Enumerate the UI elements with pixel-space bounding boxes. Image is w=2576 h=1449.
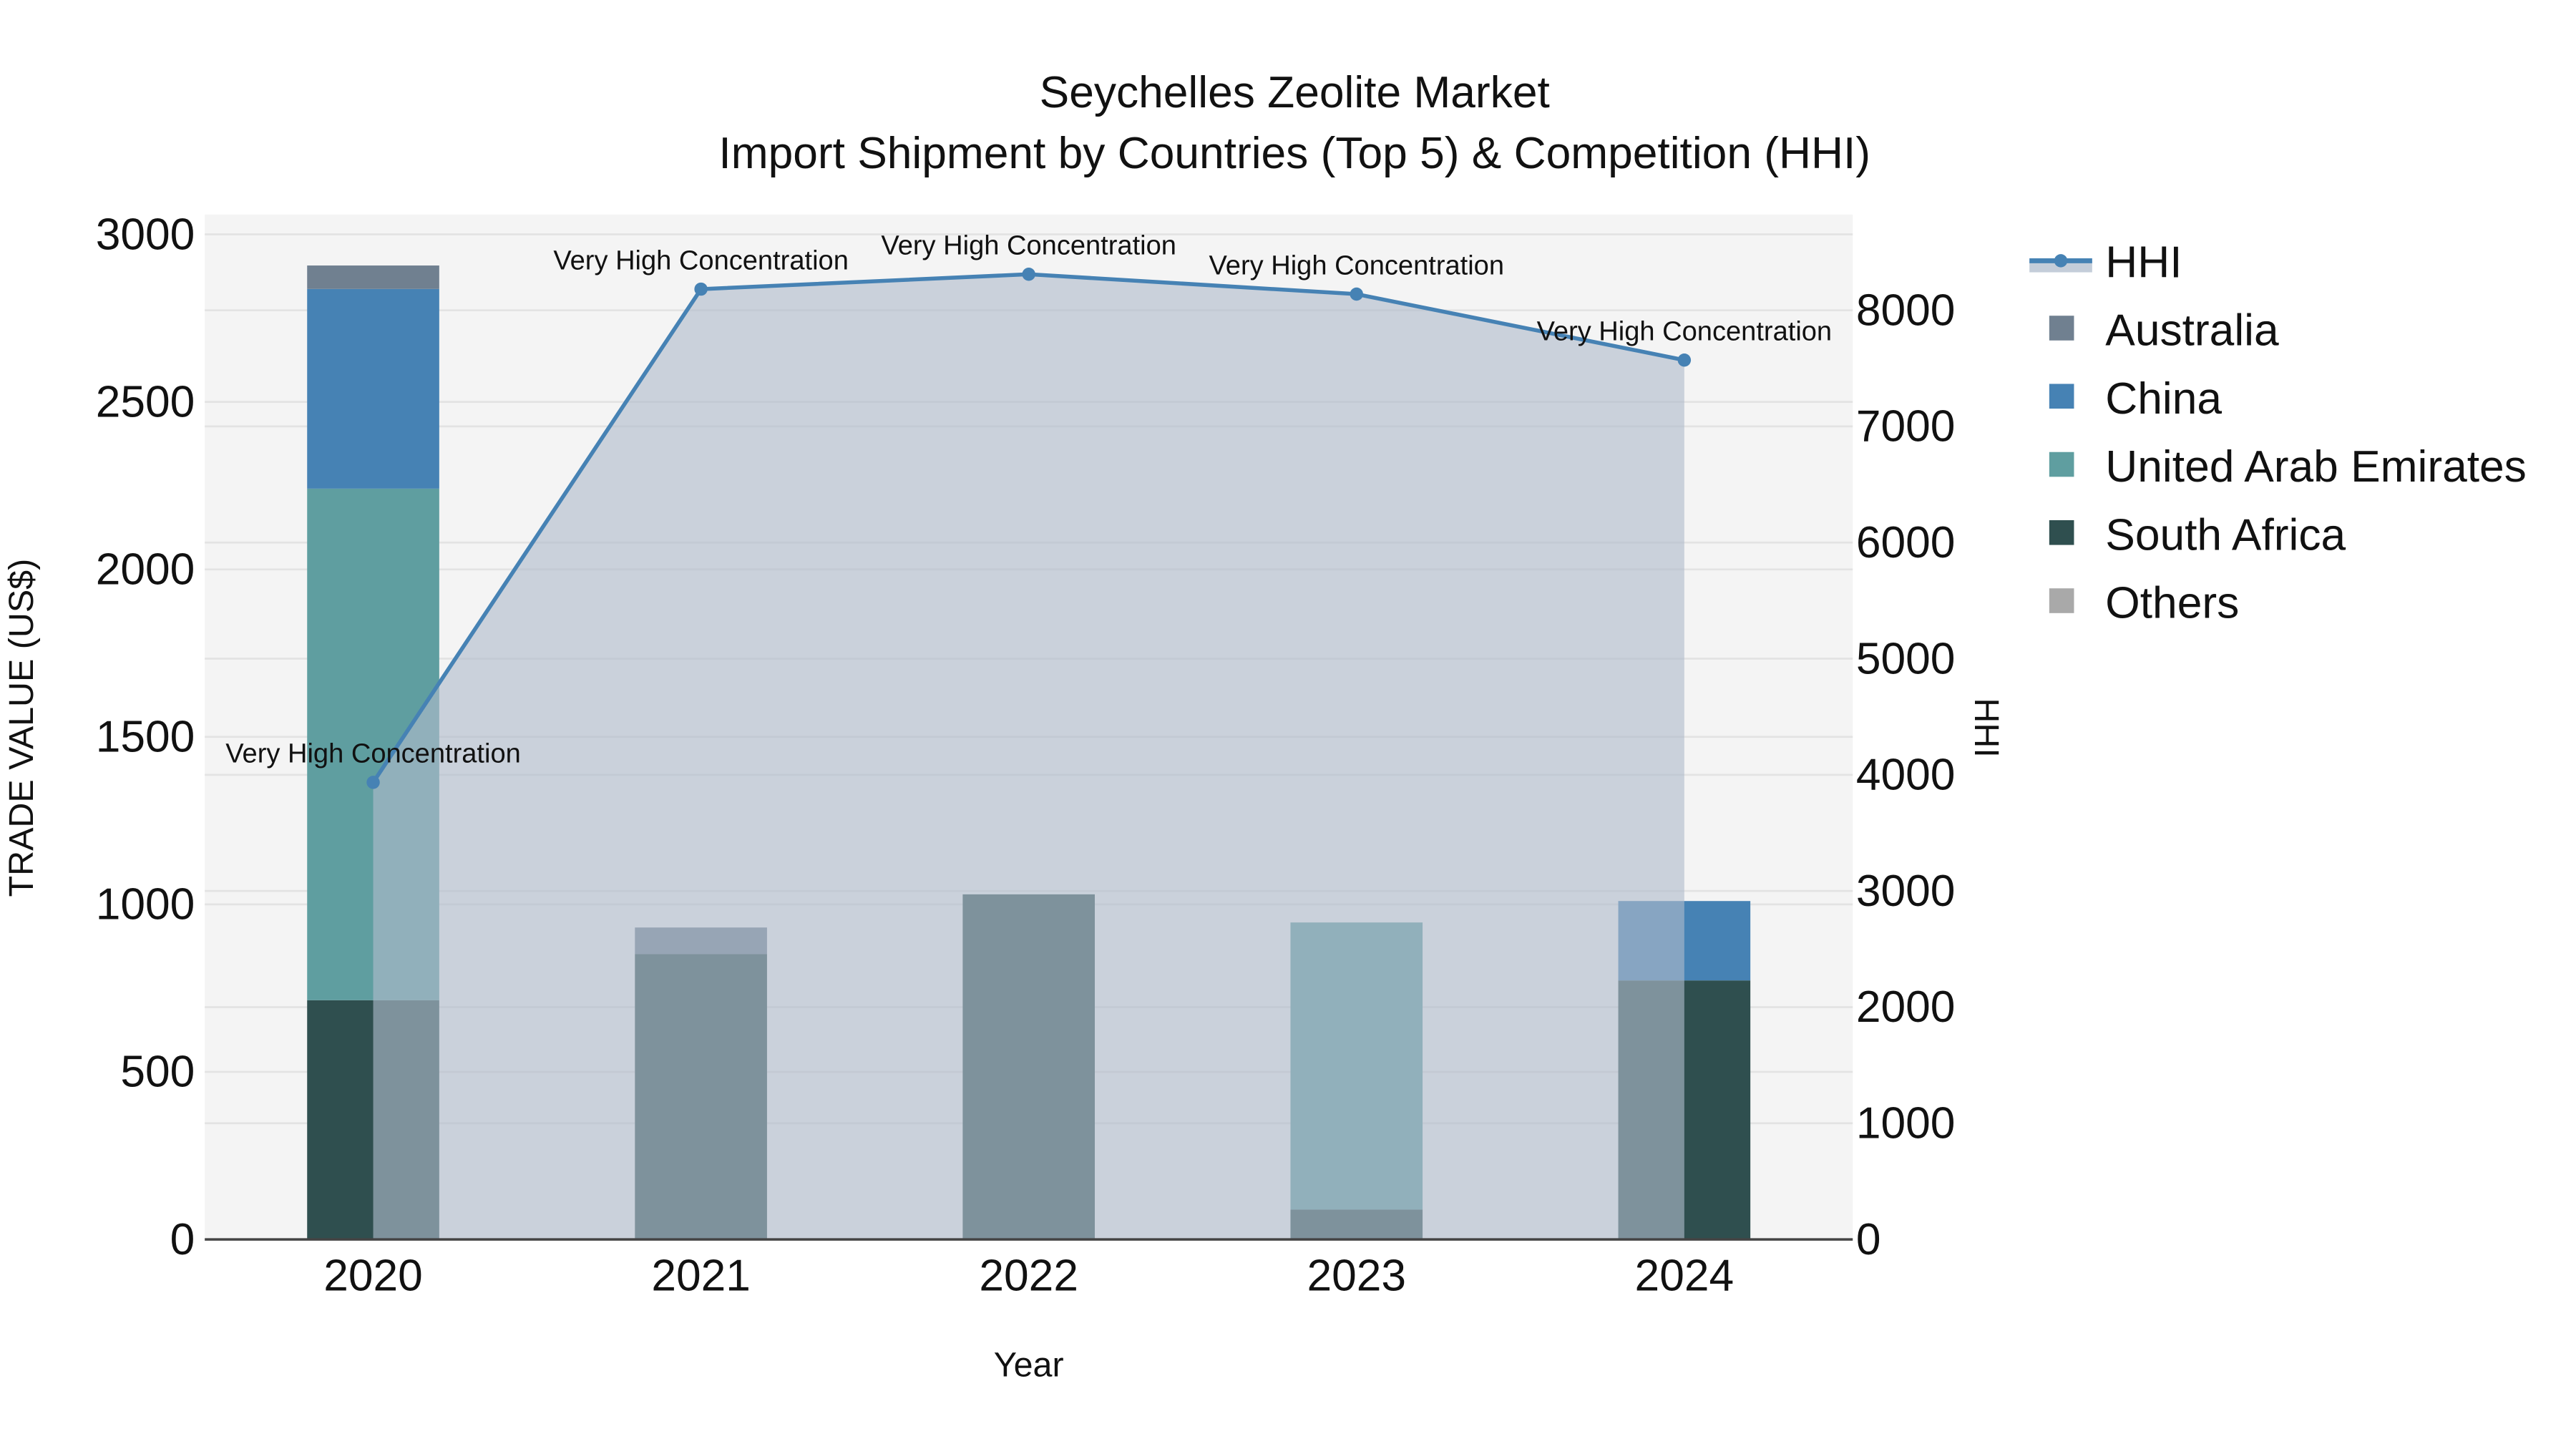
hhi-marker-2022 [1022,268,1035,281]
y-right-tick-labels: 0 1000 2000 3000 4000 5000 6000 7000 8000 [1856,286,1956,1264]
x-tick-2020: 2020 [323,1252,423,1301]
y-left-tick: 2000 [96,545,195,594]
legend-item-australia[interactable]: Australia [2049,306,2279,356]
bar-segment-australia-2020 [307,265,439,289]
hhi-annotation-2021: Very High Concentration [553,245,849,275]
y-left-tick: 500 [120,1048,195,1097]
y-right-tick: 6000 [1856,518,1956,567]
y-left-tick: 1000 [96,880,195,930]
square-swatch-icon [2049,519,2074,545]
y-right-tick: 3000 [1856,867,1956,916]
hhi-annotations: Very High Concentration Very High Concent… [225,231,1832,769]
y-left-tick: 3000 [96,210,195,259]
hhi-marker-2020 [366,776,380,789]
hhi-annotation-2024: Very High Concentration [1537,317,1833,347]
legend-label: HHI [2105,238,2182,287]
x-tick-2024: 2024 [1635,1252,1735,1301]
square-swatch-icon [2049,316,2074,341]
legend-label: South Africa [2105,511,2346,560]
y-left-tick-labels: 0 500 1000 1500 2000 2500 3000 [96,210,195,1264]
legend: HHI Australia China United Arab Emirates Sou… [2029,238,2527,628]
hhi-marker-2021 [694,282,708,296]
square-swatch-icon [2049,452,2074,477]
y-left-tick: 0 [170,1215,195,1264]
y-left-tick: 2500 [96,377,195,426]
hhi-annotation-2020: Very High Concentration [225,739,521,769]
legend-item-china[interactable]: China [2049,374,2223,424]
dot-marker-icon [2054,254,2068,268]
hhi-marker-2024 [1677,353,1692,367]
legend-label: United Arab Emirates [2105,442,2527,492]
x-tick-2022: 2022 [979,1252,1078,1301]
x-axis-title: Year [994,1346,1064,1385]
y-right-tick: 7000 [1856,402,1956,452]
square-swatch-icon [2049,384,2074,409]
y-right-tick: 2000 [1856,982,1956,1032]
legend-label: Australia [2105,306,2279,356]
chart-title-line2: Import Shipment by Countries (Top 5) & C… [718,129,1870,178]
y-right-tick: 5000 [1856,634,1956,683]
hhi-marker-2023 [1350,287,1363,301]
y-left-axis-title: TRADE VALUE (US$) [2,559,41,897]
legend-item-united-arab-emirates[interactable]: United Arab Emirates [2049,442,2527,492]
square-swatch-icon [2049,588,2074,613]
hhi-annotation-2022: Very High Concentration [881,231,1176,261]
hhi-annotation-2023: Very High Concentration [1209,250,1505,280]
hhi-area [373,274,1684,1240]
y-right-tick: 0 [1856,1215,1881,1264]
x-tick-2021: 2021 [651,1252,751,1301]
bar-segment-china-2020 [307,288,439,489]
legend-label: Others [2105,579,2239,628]
legend-item-hhi[interactable]: HHI [2029,238,2182,287]
x-tick-labels: 2020 2021 2022 2023 2024 [323,1252,1734,1301]
legend-item-others[interactable]: Others [2049,579,2239,628]
chart-title-line1: Seychelles Zeolite Market [1040,68,1550,117]
legend-label: China [2105,374,2222,424]
y-right-tick: 8000 [1856,286,1956,335]
hhi-markers [366,268,1692,789]
y-right-tick: 4000 [1856,751,1956,800]
y-right-axis-title: HHI [1967,698,2006,757]
y-left-tick: 1500 [96,713,195,762]
legend-item-south-africa[interactable]: South Africa [2049,511,2346,560]
x-tick-2023: 2023 [1307,1252,1406,1301]
y-right-tick: 1000 [1856,1099,1956,1148]
